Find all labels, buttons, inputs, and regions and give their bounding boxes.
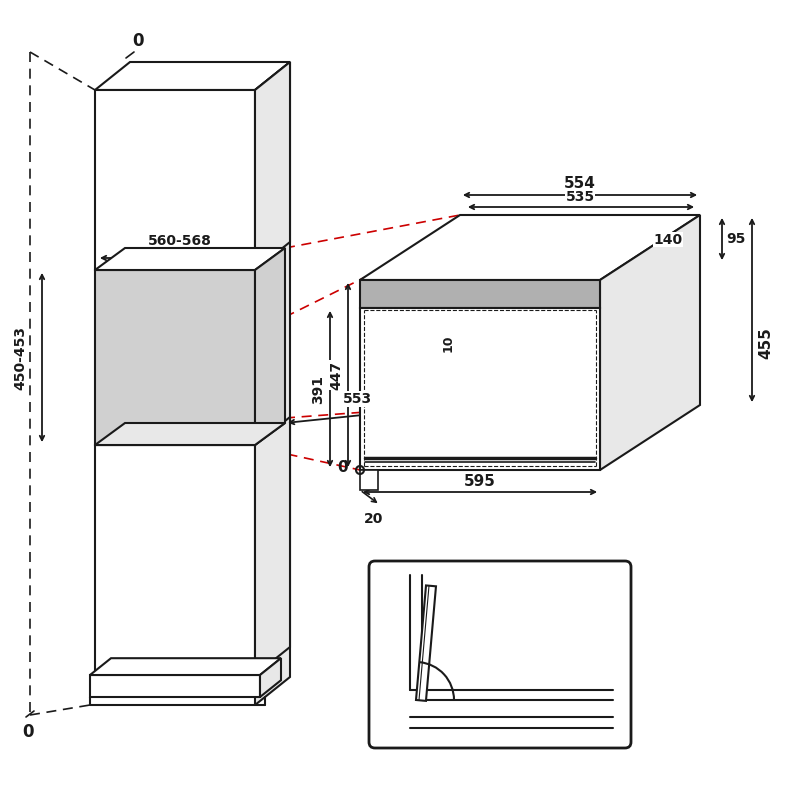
Text: 554: 554: [564, 175, 596, 190]
Text: 10: 10: [442, 334, 454, 352]
Polygon shape: [95, 248, 285, 270]
Text: 0: 0: [132, 32, 143, 50]
Polygon shape: [255, 62, 290, 270]
Polygon shape: [360, 215, 700, 280]
Text: 0: 0: [22, 723, 34, 741]
Text: 95: 95: [726, 232, 746, 246]
Text: 553: 553: [342, 392, 371, 406]
Text: 560-568: 560-568: [148, 234, 212, 248]
Text: 455: 455: [758, 327, 774, 359]
Text: 391: 391: [311, 374, 325, 403]
Polygon shape: [90, 675, 260, 697]
Text: 85°: 85°: [438, 662, 467, 678]
Polygon shape: [260, 658, 281, 697]
Polygon shape: [255, 62, 290, 705]
Text: 20: 20: [364, 512, 384, 526]
Text: 450-453: 450-453: [13, 326, 27, 390]
FancyBboxPatch shape: [369, 561, 631, 748]
Text: 0: 0: [338, 461, 348, 475]
Polygon shape: [95, 90, 255, 270]
Polygon shape: [360, 280, 600, 308]
Polygon shape: [95, 270, 255, 445]
Text: 320: 320: [500, 560, 532, 575]
Polygon shape: [600, 215, 700, 470]
Polygon shape: [95, 423, 285, 445]
Polygon shape: [360, 470, 378, 490]
Polygon shape: [416, 586, 436, 701]
Text: 447: 447: [329, 361, 343, 390]
Polygon shape: [360, 308, 600, 470]
Text: 535: 535: [566, 190, 594, 204]
Polygon shape: [90, 658, 281, 675]
Polygon shape: [95, 445, 255, 675]
Text: 595: 595: [464, 474, 496, 490]
Text: 8: 8: [613, 702, 622, 716]
Text: 6: 6: [543, 688, 553, 702]
Polygon shape: [255, 417, 290, 675]
Polygon shape: [255, 248, 285, 445]
Text: 140: 140: [654, 233, 682, 246]
Polygon shape: [95, 62, 290, 90]
Text: 550: 550: [199, 392, 231, 407]
